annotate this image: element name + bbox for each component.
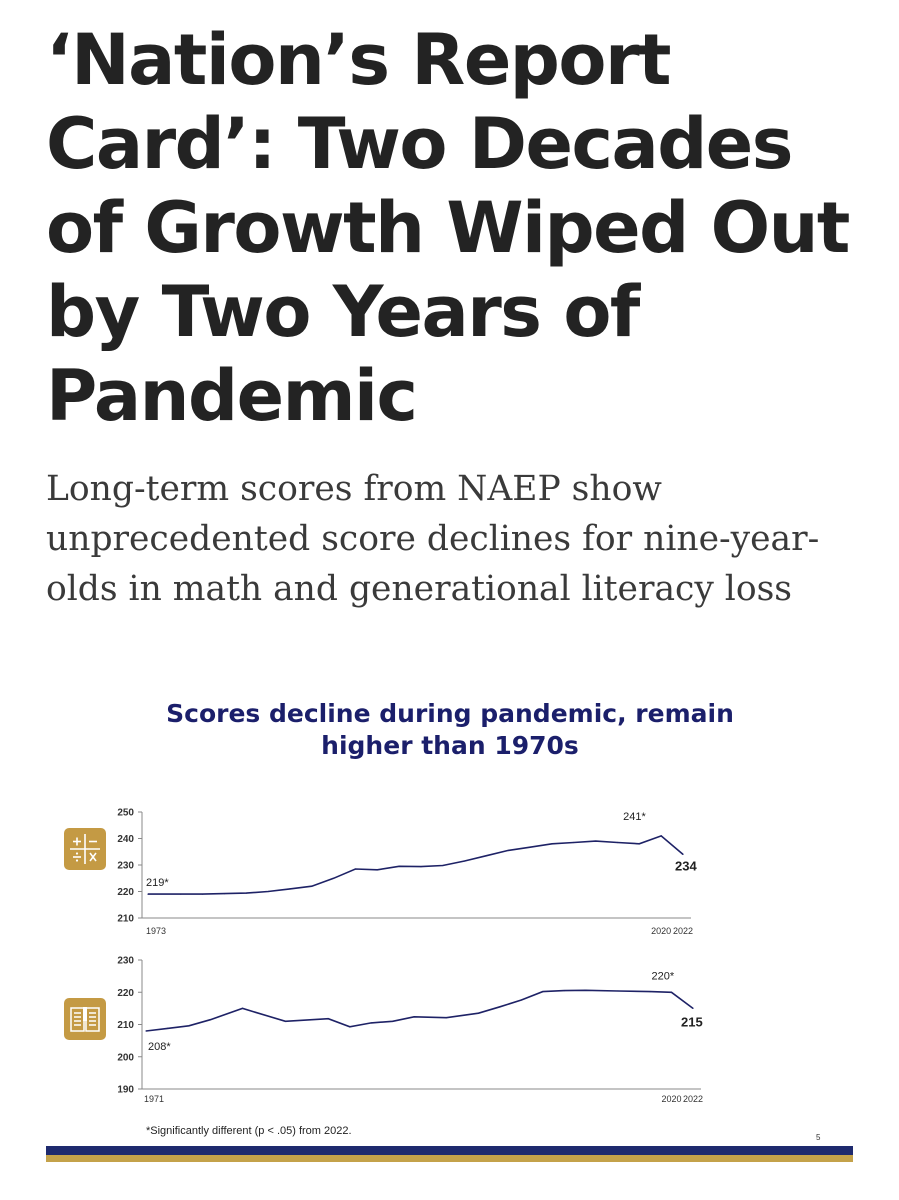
- reading-chart-data-point: [166, 1027, 169, 1029]
- math-chart-y-tick-label: 230: [117, 861, 134, 872]
- math-chart-point-label: 219*: [146, 877, 169, 889]
- reading-chart-data-point: [670, 991, 673, 993]
- reading-chart-data-point: [145, 1030, 147, 1032]
- reading-chart-data-point: [413, 1016, 415, 1018]
- subheadline: Long-term scores from NAEP show unpreced…: [46, 469, 820, 609]
- reading-chart-y-tick-label: 220: [117, 988, 134, 999]
- math-chart-data-point: [311, 885, 313, 887]
- reading-chart-data-point: [649, 991, 651, 993]
- math-chart-data-point: [289, 888, 291, 890]
- math-chart-y-tick-label: 220: [117, 887, 134, 898]
- reading-chart-x-tick-label: 2022: [683, 1094, 703, 1104]
- math-chart-series-line: [148, 834, 684, 895]
- math-chart-x-tick-label: 1973: [146, 926, 166, 936]
- page-number: 5: [816, 1133, 821, 1142]
- reading-chart-point-label: 208*: [148, 1041, 171, 1053]
- math-chart-point-label: 234: [675, 858, 697, 873]
- math-chart-data-point: [398, 865, 400, 867]
- reading-chart-data-point: [327, 1018, 329, 1020]
- math-chart-data-point: [376, 869, 378, 871]
- math-chart-data-point: [507, 849, 509, 852]
- math-chart-data-point: [682, 853, 684, 856]
- math-chart-data-point: [616, 841, 619, 844]
- reading-chart-data-point: [241, 1007, 244, 1009]
- math-chart-data-point: [529, 846, 531, 848]
- reading-chart-y-tick-label: 230: [117, 956, 134, 967]
- reading-chart-series-line: [145, 989, 694, 1032]
- reading-chart-data-point: [284, 1020, 287, 1022]
- reading-chart-data-point: [542, 991, 544, 993]
- reading-chart-data-point: [349, 1026, 351, 1028]
- math-operators-icon: [64, 828, 106, 870]
- footer-bar-gold: [46, 1155, 853, 1162]
- math-chart-y-tick-label: 210: [117, 914, 134, 925]
- math-chart-data-point: [638, 843, 640, 845]
- math-chart-data-point: [245, 892, 247, 894]
- reading-chart-y-tick-label: 210: [117, 1020, 134, 1031]
- headline: ‘Nation’s Report Card’: Two Decades of G…: [46, 19, 850, 437]
- math-chart-data-point: [333, 877, 335, 879]
- reading-chart-data-point: [692, 1007, 694, 1009]
- reading-chart-data-point: [499, 1006, 501, 1008]
- math-chart-x-tick-label: 2020: [651, 926, 671, 936]
- math-chart-data-point: [180, 893, 182, 895]
- math-chart-data-point: [464, 860, 466, 862]
- chart-title: Scores decline during pandemic, remain h…: [166, 699, 734, 760]
- math-chart-data-point: [595, 840, 597, 842]
- math-chart-data-point: [201, 893, 204, 895]
- reading-chart-data-point: [445, 1017, 447, 1019]
- reading-chart-point-label: 215: [681, 1014, 703, 1029]
- reading-chart-data-point: [585, 989, 587, 991]
- reading-chart-y-tick-label: 190: [117, 1085, 134, 1096]
- reading-chart-data-point: [563, 990, 565, 992]
- math-chart-y-tick-label: 240: [117, 834, 134, 845]
- math-chart-point-label: 241*: [623, 811, 646, 823]
- reading-chart-data-point: [520, 999, 522, 1001]
- reading-chart-y-tick-label: 200: [117, 1052, 134, 1063]
- math-chart-data-point: [551, 843, 553, 845]
- math-chart-x-tick-label: 2022: [673, 926, 693, 936]
- reading-chart-data-point: [188, 1025, 190, 1027]
- reading-chart-x-tick-label: 2020: [662, 1094, 682, 1104]
- math-chart-data-point: [354, 868, 357, 870]
- math-chart-data-point: [420, 865, 422, 868]
- footer-bar-navy: [46, 1146, 853, 1155]
- reading-chart-data-point: [392, 1020, 394, 1022]
- open-book-icon: [64, 998, 106, 1040]
- math-chart-data-point: [573, 841, 575, 844]
- reading-chart-data-point: [209, 1019, 211, 1021]
- reading-chart-data-point: [477, 1012, 480, 1014]
- reading-chart-point-label: 220*: [652, 970, 675, 982]
- footnote: *Significantly different (p < .05) from …: [146, 1125, 352, 1137]
- math-chart-data-point: [267, 890, 269, 893]
- math-chart-data-point: [660, 835, 662, 837]
- reading-chart-x-tick-label: 1971: [144, 1094, 164, 1104]
- reading-chart-data-point: [617, 990, 619, 992]
- math-chart-data-point: [223, 893, 226, 895]
- math-chart-data-point: [147, 893, 149, 895]
- math-chart-data-point: [485, 855, 488, 857]
- reading-chart-data-point: [370, 1022, 372, 1024]
- math-chart-data-point: [442, 864, 444, 867]
- math-chart-y-tick-label: 250: [117, 808, 134, 819]
